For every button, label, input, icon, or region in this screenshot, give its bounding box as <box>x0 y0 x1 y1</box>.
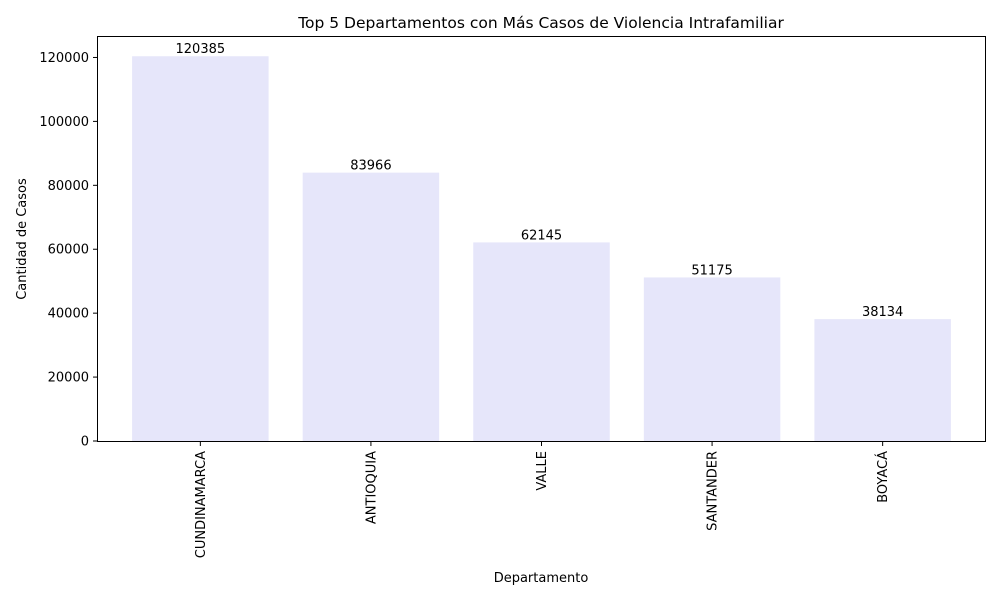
bar-santander <box>643 277 781 441</box>
y-tick-label: 120000 <box>39 51 89 66</box>
x-tick-label: ANTIOQUIA <box>364 451 379 524</box>
data-label: 120385 <box>176 42 226 57</box>
y-tick-label: 20000 <box>48 371 89 386</box>
x-tick-label: BOYACÁ <box>875 451 891 503</box>
y-tick-label: 40000 <box>48 307 89 322</box>
x-tick-label: CUNDINAMARCA <box>194 451 209 558</box>
bar-cundinamarca <box>132 56 269 441</box>
y-axis: 0 20000 40000 60000 80000 100000 120000 <box>39 51 98 450</box>
y-tick-label: 80000 <box>48 179 89 194</box>
bar-valle <box>473 242 610 441</box>
x-tick-label: SANTANDER <box>706 451 721 531</box>
data-label: 83966 <box>350 159 391 174</box>
y-tick-label: 100000 <box>39 115 89 130</box>
x-axis: CUNDINAMARCA ANTIOQUIA VALLE SANTANDER BOYAC… <box>194 441 891 558</box>
y-tick-label: 60000 <box>48 243 89 258</box>
data-label: 51175 <box>691 263 732 278</box>
x-tick-label: VALLE <box>535 451 550 491</box>
y-tick-label: 0 <box>81 435 89 450</box>
bar-antioquia <box>302 172 440 441</box>
plot-frame <box>97 36 986 442</box>
x-axis-title: Departamento <box>494 571 589 586</box>
data-label: 62145 <box>521 228 562 243</box>
data-labels-group: 120385 83966 62145 51175 38134 <box>176 42 904 320</box>
data-label: 38134 <box>862 305 903 320</box>
bars-group <box>132 56 951 441</box>
y-axis-title: Cantidad de Casos <box>15 178 30 300</box>
chart-title: Top 5 Departamentos con Más Casos de Vio… <box>297 14 784 32</box>
bar-boyacá <box>814 319 951 441</box>
